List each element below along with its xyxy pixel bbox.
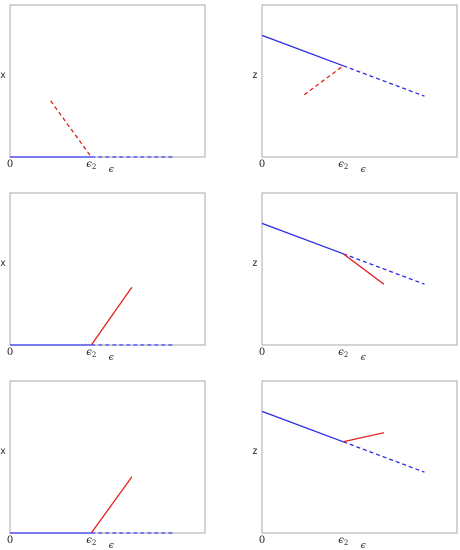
chart-panel-row3-left: x 0 ϵ2 ϵ — [1, 380, 206, 550]
blue-solid-line — [261, 34, 344, 67]
x-tick-label-epsilon2: ϵ2 — [338, 535, 348, 547]
red-solid-line — [342, 253, 385, 285]
y-axis-label: z — [253, 258, 258, 269]
origin-tick-label: 0 — [259, 159, 265, 170]
x-axis-label: ϵ — [361, 165, 366, 175]
y-axis-label: x — [1, 70, 6, 81]
origin-tick-label: 0 — [259, 347, 265, 358]
plot-frame — [9, 4, 206, 158]
blue-dashed-line — [343, 253, 425, 285]
red-dashed-line — [50, 100, 92, 158]
chart-panel-row2-left: x 0 ϵ2 ϵ — [1, 192, 206, 363]
y-axis-label: z — [253, 70, 258, 81]
chart-panel-row3-right: z 0 ϵ2 ϵ — [253, 380, 458, 550]
origin-tick-label: 0 — [7, 535, 13, 546]
origin-tick-label: 0 — [259, 535, 265, 546]
plot-frame — [261, 4, 458, 158]
blue-solid-line — [261, 410, 344, 443]
y-axis-label: x — [1, 258, 6, 269]
origin-tick-label: 0 — [7, 347, 13, 358]
x-axis-label: ϵ — [361, 353, 366, 363]
x-tick-label-epsilon2: ϵ2 — [86, 535, 96, 547]
y-axis-label: x — [1, 446, 6, 457]
blue-dashed-line — [343, 65, 425, 97]
chart-panel-row2-right: z 0 ϵ2 ϵ — [253, 192, 458, 363]
x-tick-label-epsilon2: ϵ2 — [338, 347, 348, 359]
x-tick-label-epsilon2: ϵ2 — [86, 159, 96, 171]
plot-frame — [261, 192, 458, 346]
red-solid-line — [90, 476, 133, 534]
red-solid-line — [90, 286, 133, 346]
x-axis-label: ϵ — [109, 541, 114, 550]
red-solid-line — [343, 432, 385, 443]
origin-tick-label: 0 — [7, 159, 13, 170]
x-axis-label: ϵ — [109, 353, 114, 363]
blue-solid-line — [261, 222, 344, 255]
x-tick-label-epsilon2: ϵ2 — [86, 347, 96, 359]
chart-panel-row1-right: z 0 ϵ2 ϵ — [253, 4, 458, 175]
plot-frame — [261, 380, 458, 534]
x-axis-label: ϵ — [109, 165, 114, 175]
blue-dashed-line — [343, 441, 425, 473]
chart-panel-row1-left: x 0 ϵ2 ϵ — [1, 4, 206, 175]
x-axis-label: ϵ — [361, 541, 366, 550]
red-dashed-line — [303, 65, 344, 96]
y-axis-label: z — [253, 446, 258, 457]
x-tick-label-epsilon2: ϵ2 — [338, 159, 348, 171]
